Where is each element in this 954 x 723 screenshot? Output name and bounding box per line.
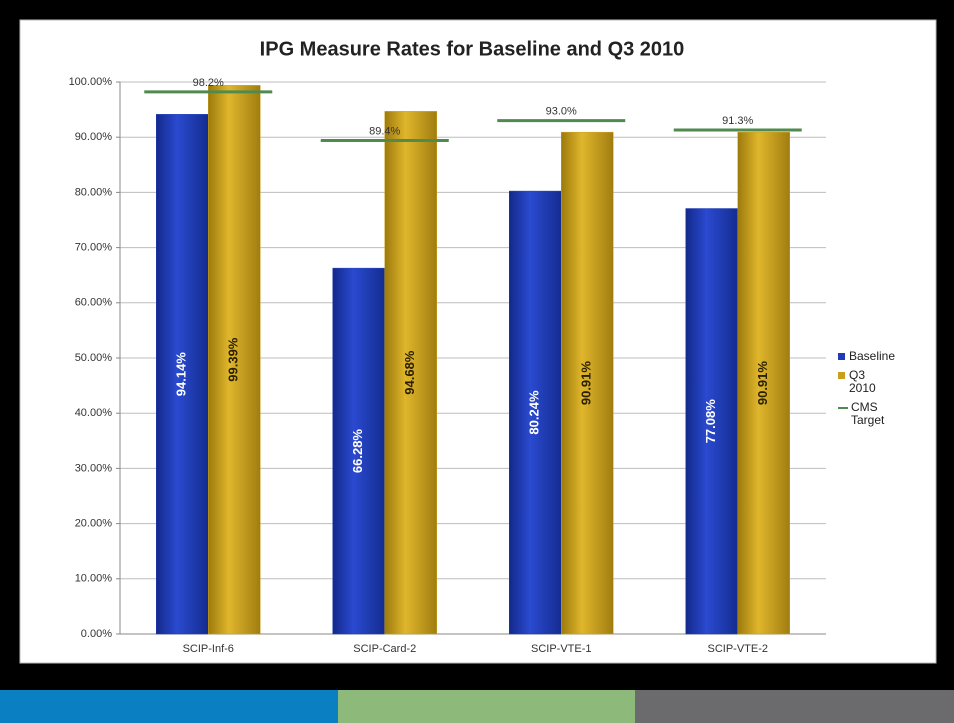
bar (332, 267, 385, 635)
legend-swatch (838, 372, 845, 379)
legend-swatch (838, 407, 848, 409)
y-tick-label: 30.00% (75, 462, 113, 474)
bar (156, 114, 209, 635)
legend-label: Q3 2010 (849, 368, 876, 395)
x-tick-label: SCIP-VTE-2 (707, 643, 768, 655)
legend-label: CMS Target (851, 400, 885, 427)
bar (208, 85, 261, 635)
footer-bar-green (338, 690, 635, 723)
bar (561, 131, 614, 635)
target-label: 89.4% (369, 125, 400, 137)
data-label: 99.39% (226, 337, 241, 382)
bar (737, 131, 790, 635)
legend-swatch (838, 353, 845, 360)
x-tick-label: SCIP-Card-2 (353, 643, 416, 655)
data-label: 66.28% (350, 429, 365, 474)
bar (685, 208, 738, 635)
data-label: 90.91% (579, 361, 594, 406)
footer-bar-gray (635, 690, 954, 723)
footer-bar-blue (0, 690, 338, 723)
target-label: 98.2% (193, 77, 224, 89)
y-tick-label: 60.00% (75, 297, 113, 309)
target-label: 91.3% (722, 115, 753, 127)
y-tick-label: 100.00% (69, 76, 113, 88)
data-label: 77.08% (703, 399, 718, 444)
bar (509, 190, 562, 635)
chart-title: IPG Measure Rates for Baseline and Q3 20… (260, 38, 685, 60)
x-tick-label: SCIP-VTE-1 (531, 643, 592, 655)
y-tick-label: 10.00% (75, 573, 113, 585)
y-tick-label: 50.00% (75, 352, 113, 364)
legend-item: Baseline (838, 350, 895, 363)
legend-label: Baseline (849, 349, 896, 363)
legend-item: CMS Target (838, 401, 895, 427)
target-label: 93.0% (546, 106, 577, 118)
y-tick-label: 90.00% (75, 131, 113, 143)
data-label: 94.68% (402, 350, 417, 395)
legend-item: Q3 2010 (838, 369, 895, 395)
data-label: 94.14% (174, 352, 189, 397)
bar (384, 111, 437, 635)
legend: Baseline Q3 2010 CMS Target (838, 350, 895, 433)
data-label: 90.91% (755, 361, 770, 406)
y-tick-label: 0.00% (81, 628, 112, 640)
y-tick-label: 40.00% (75, 407, 113, 419)
x-tick-label: SCIP-Inf-6 (183, 643, 234, 655)
y-tick-label: 70.00% (75, 242, 113, 254)
y-tick-label: 80.00% (75, 186, 113, 198)
data-label: 80.24% (527, 390, 542, 435)
y-tick-label: 20.00% (75, 518, 113, 530)
